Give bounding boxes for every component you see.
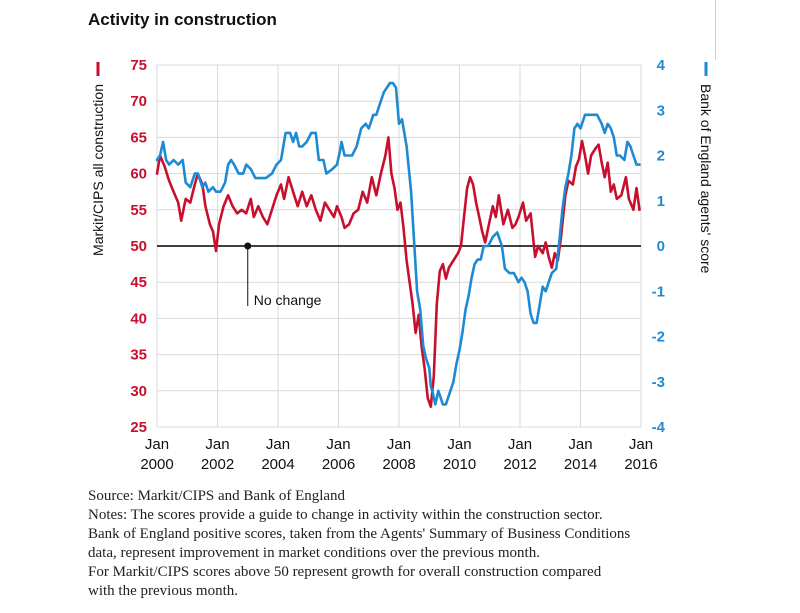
right-tick-label: -3 xyxy=(652,374,665,391)
left-tick-label: 30 xyxy=(130,383,147,400)
left-axis-title: Markit/CIPS all construction xyxy=(90,84,106,256)
left-tick-label: 55 xyxy=(130,202,147,219)
left-tick-label: 75 xyxy=(130,57,147,74)
left-tick-label: 70 xyxy=(130,93,147,110)
x-tick-month: Jan xyxy=(447,436,471,453)
no-change-label: No change xyxy=(254,292,322,308)
x-tick-year: 2010 xyxy=(443,456,476,473)
chart-notes: Source: Markit/CIPS and Bank of England … xyxy=(88,487,788,601)
right-tick-label: -2 xyxy=(652,329,665,346)
left-tick-label: 65 xyxy=(130,129,147,146)
markit-cips-series-line xyxy=(155,136,641,408)
annotation-group: No change xyxy=(244,242,322,308)
left-tick-label: 50 xyxy=(130,238,147,255)
right-axis-title: Bank of England agents' score xyxy=(698,84,714,274)
right-axis-ticks: -4 -3 -2 -1 0 1 2 3 4 xyxy=(652,57,666,436)
bank-of-england-series-line xyxy=(155,81,641,406)
x-tick-year: 2014 xyxy=(564,456,597,473)
right-tick-label: 3 xyxy=(657,102,665,119)
right-tick-label: -1 xyxy=(652,283,665,300)
x-tick-month: Jan xyxy=(629,436,653,453)
top-divider xyxy=(715,0,716,60)
source-line: Source: Markit/CIPS and Bank of England xyxy=(88,488,346,504)
right-tick-label: -4 xyxy=(652,419,666,436)
notes-line: For Markit/CIPS scores above 50 represen… xyxy=(88,564,602,580)
left-tick-label: 45 xyxy=(130,274,147,291)
right-tick-label: 0 xyxy=(657,238,665,255)
x-tick-month: Jan xyxy=(508,436,532,453)
x-tick-month: Jan xyxy=(326,436,350,453)
left-tick-label: 60 xyxy=(130,166,147,183)
left-axis-ticks: 25 30 35 40 45 50 55 60 65 70 75 xyxy=(130,57,147,436)
left-tick-label: 35 xyxy=(130,347,147,364)
right-tick-label: 1 xyxy=(657,193,665,210)
x-tick-month: Jan xyxy=(145,436,169,453)
x-tick-month: Jan xyxy=(266,436,290,453)
left-tick-label: 40 xyxy=(130,310,147,327)
right-tick-label: 2 xyxy=(657,148,665,165)
x-tick-month: Jan xyxy=(205,436,229,453)
left-tick-label: 25 xyxy=(130,419,147,436)
x-axis-ticks: Jan 2000 Jan 2002 Jan 2004 Jan 2006 Jan 2008 Jan 20… xyxy=(140,436,657,473)
x-tick-year: 2016 xyxy=(624,456,657,473)
x-tick-year: 2012 xyxy=(503,456,536,473)
x-tick-month: Jan xyxy=(387,436,411,453)
chart-title: Activity in construction xyxy=(88,10,277,29)
x-tick-year: 2008 xyxy=(382,456,415,473)
notes-line: Notes: The scores provide a guide to cha… xyxy=(88,507,603,523)
x-tick-year: 2002 xyxy=(201,456,234,473)
x-tick-year: 2006 xyxy=(322,456,355,473)
x-tick-year: 2000 xyxy=(140,456,173,473)
x-tick-month: Jan xyxy=(568,436,592,453)
right-tick-label: 4 xyxy=(657,57,666,74)
notes-line: data, represent improvement in market co… xyxy=(88,545,540,561)
notes-line: Bank of England positive scores, taken f… xyxy=(88,526,631,542)
notes-line: with the previous month. xyxy=(88,583,238,599)
x-tick-year: 2004 xyxy=(261,456,294,473)
